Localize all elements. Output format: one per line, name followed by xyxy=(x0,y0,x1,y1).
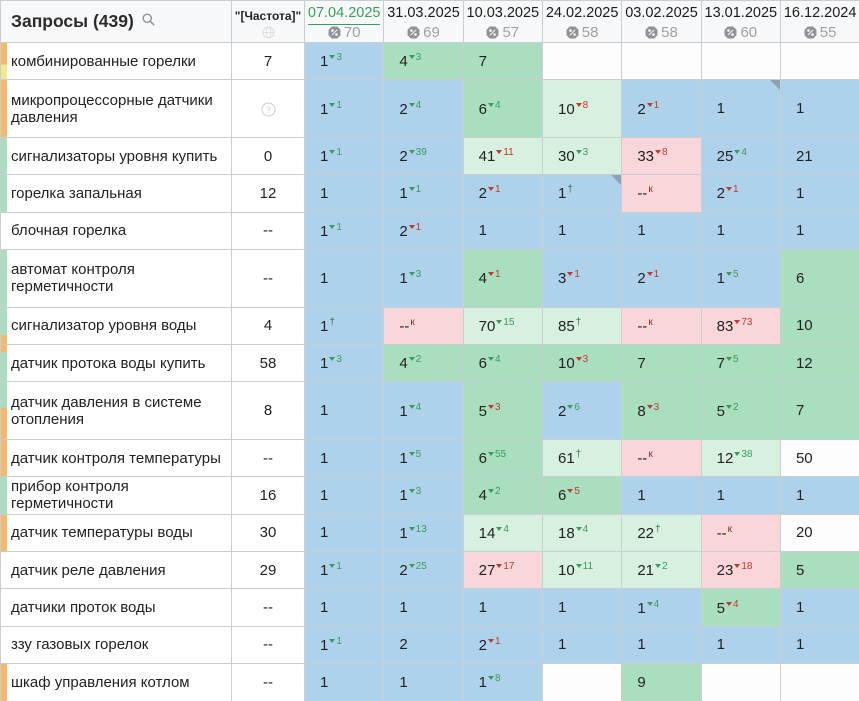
svg-text:?: ? xyxy=(266,105,271,114)
